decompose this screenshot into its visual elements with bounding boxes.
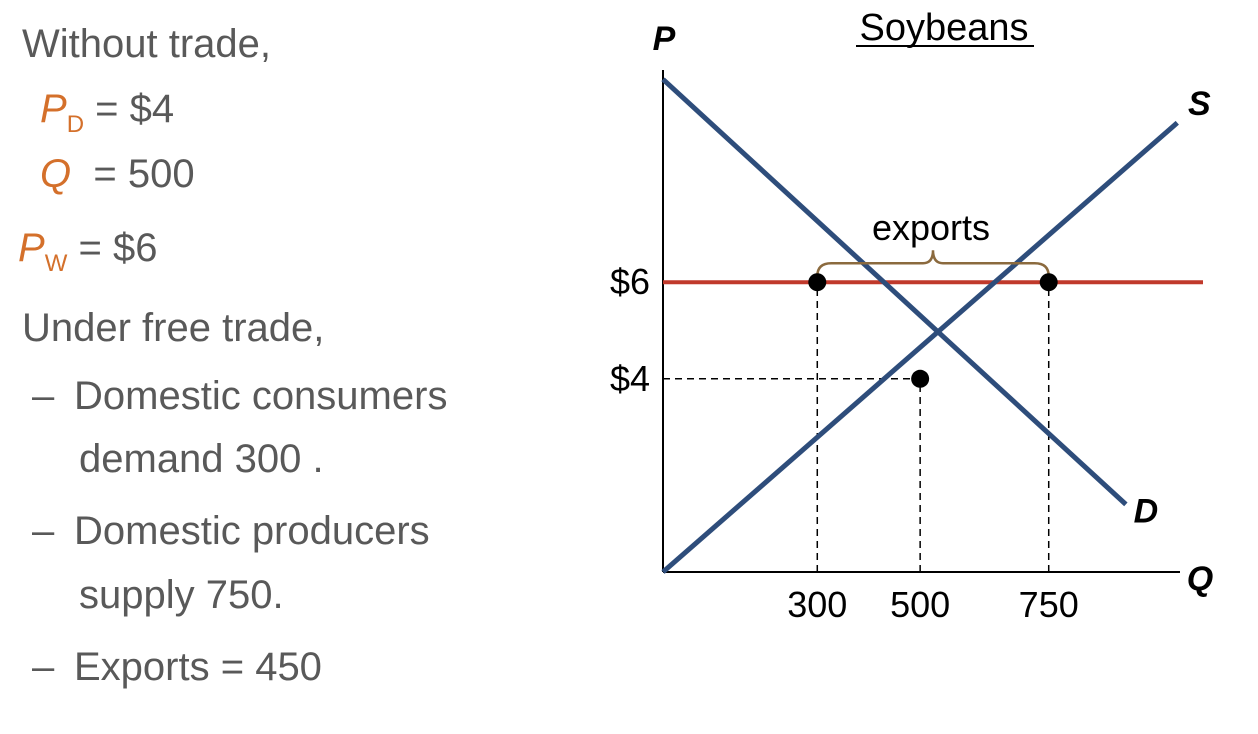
- domestic-price-line: PD = $4: [40, 89, 174, 137]
- under-free-trade-heading: Under free trade,: [22, 306, 325, 350]
- without-trade-heading: Without trade,: [22, 22, 272, 66]
- y-axis-label: P: [653, 20, 676, 58]
- equilibrium-point-1: [911, 369, 930, 388]
- world-price-line: PW = $6: [18, 228, 157, 276]
- quantity-line: Q = 500: [40, 154, 195, 194]
- exports-brace: [816, 250, 1050, 277]
- y-tick-label-6: $6: [610, 261, 650, 302]
- y-tick-label-4: $4: [610, 358, 650, 399]
- x-tick-label-750: 750: [1019, 584, 1079, 625]
- axis-ticks: 300 500 750 $4 $6: [610, 261, 1079, 625]
- x-tick-label-300: 300: [787, 584, 847, 625]
- curve-labels: DS: [1134, 85, 1211, 531]
- pw-subscript: W: [44, 250, 68, 277]
- pd-symbol: P: [40, 87, 67, 131]
- supply-curve-label: S: [1188, 85, 1211, 123]
- supply-demand-curves: [661, 77, 1179, 574]
- exports-label: exports: [872, 207, 990, 248]
- equilibrium-points: [808, 273, 1058, 388]
- x-axis-label: Q: [1187, 560, 1213, 598]
- bullet-text: Domestic producers: [74, 509, 430, 553]
- equilibrium-point-2: [1039, 273, 1058, 292]
- chart-title: Soybeans: [859, 7, 1028, 49]
- pd-subscript: D: [66, 111, 85, 138]
- pw-value: = $6: [78, 226, 158, 270]
- demand-curve: [661, 77, 1128, 507]
- exports-brace-group: exports: [816, 207, 1050, 277]
- bullet-text: Domestic consumers: [74, 374, 448, 418]
- q-symbol: Q: [40, 152, 72, 196]
- supply-curve: [661, 120, 1179, 574]
- equilibrium-point-0: [808, 273, 827, 292]
- bullet-text: Exports = 450: [74, 645, 322, 689]
- bullet-consumers-line1: – Domestic consumers: [32, 376, 447, 416]
- pd-value: = $4: [95, 87, 175, 131]
- pw-symbol: P: [18, 226, 45, 270]
- bullet-dash: –: [32, 509, 55, 553]
- demand-curve-label: D: [1134, 492, 1159, 530]
- bullet-consumers-line2: demand 300 .: [79, 437, 324, 481]
- bullet-dash: –: [32, 374, 55, 418]
- bullet-dash: –: [32, 645, 55, 689]
- bullet-exports-line1: – Exports = 450: [32, 647, 322, 687]
- x-tick-label-500: 500: [890, 584, 950, 625]
- dashed-guide-lines: [663, 282, 1050, 572]
- q-value: = 500: [93, 152, 195, 196]
- bullet-producers-line2: supply 750.: [79, 573, 284, 617]
- bullet-producers-line1: – Domestic producers: [32, 511, 430, 551]
